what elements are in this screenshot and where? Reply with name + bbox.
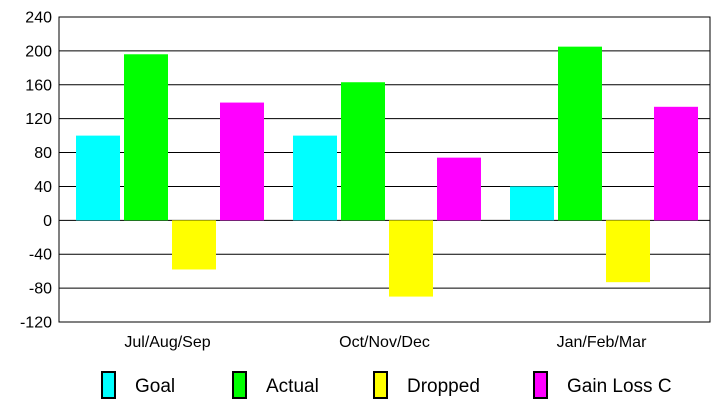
x-tick-label: Jan/Feb/Mar (557, 334, 647, 351)
bar-goal (76, 135, 120, 221)
legend-label: Dropped (407, 376, 480, 397)
bar-dropped (606, 220, 650, 283)
bar-dropped (389, 220, 433, 297)
legend-label: Actual (266, 376, 319, 397)
legend: Goal Actual Dropped Gain Loss C (101, 371, 672, 399)
y-tick-label: 80 (34, 145, 52, 162)
bar-actual (558, 46, 602, 221)
y-tick-label: -40 (29, 247, 52, 264)
bar-dropped (172, 220, 216, 270)
y-tick-label: 200 (25, 43, 52, 60)
y-tick-label: 160 (25, 77, 52, 94)
y-tick-label: -120 (20, 315, 52, 332)
legend-swatch (101, 371, 116, 399)
bar-actual (124, 54, 168, 221)
bar-goal (293, 135, 337, 221)
x-tick-label: Jul/Aug/Sep (124, 334, 210, 351)
legend-label: Gain Loss C (567, 376, 672, 397)
y-tick-label: 240 (25, 10, 52, 27)
plot-frame (58, 16, 711, 323)
legend-swatch (533, 371, 548, 399)
y-tick-label: 40 (34, 179, 52, 196)
legend-swatch (232, 371, 247, 399)
x-tick-label: Oct/Nov/Dec (339, 334, 430, 351)
bar-goal (510, 186, 554, 221)
bar-gain-loss-c (220, 102, 264, 221)
y-tick-label: 120 (25, 111, 52, 128)
bar-gain-loss-c (437, 157, 481, 221)
y-tick-label: -80 (29, 281, 52, 298)
legend-swatch (373, 371, 388, 399)
legend-label: Goal (135, 376, 175, 397)
bar-actual (341, 82, 385, 221)
y-tick-label: 0 (43, 213, 52, 230)
bars (76, 46, 698, 297)
bar-gain-loss-c (654, 106, 698, 221)
x-axis: Jul/Aug/Sep Oct/Nov/Dec Jan/Feb/Mar (124, 334, 647, 351)
y-axis: -120 -80 -40 0 40 80 120 160 200 240 (20, 10, 52, 332)
